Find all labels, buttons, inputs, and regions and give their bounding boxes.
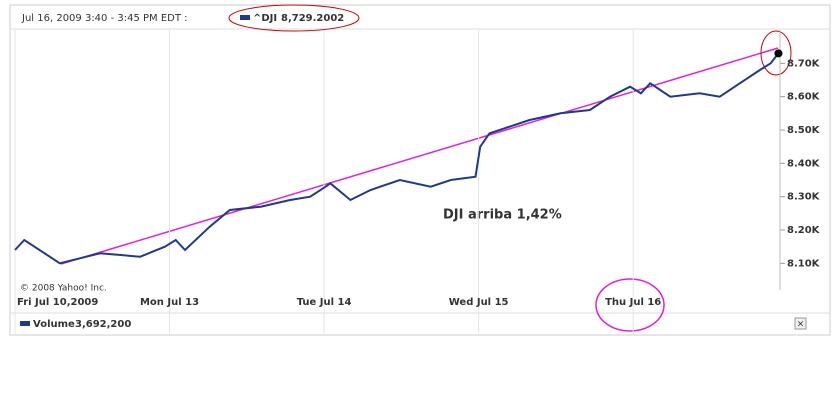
y-tick-label: 8.30K (787, 192, 821, 203)
volume-swatch (20, 321, 30, 326)
legend-name: ^DJI (253, 13, 277, 24)
header-text: Jul 16, 2009 3:40 - 3:45 PM EDT : (21, 13, 188, 24)
legend-value: 8,729.2002 (281, 13, 344, 24)
highlight-ellipse (595, 278, 665, 332)
x-tick-label: Tue Jul 14 (297, 297, 352, 308)
x-tick-label: Thu Jul 16 (605, 297, 661, 308)
y-tick-label: 8.70K (787, 58, 821, 69)
x-tick-label: Fri Jul 10,2009 (17, 297, 98, 308)
y-tick-label: 8.60K (787, 92, 821, 103)
close-icon[interactable]: × (797, 320, 805, 330)
highlight-ellipse (760, 30, 792, 76)
chart-frame (9, 4, 831, 336)
highlight-ellipse (228, 4, 360, 32)
trend-line (60, 47, 779, 265)
legend-swatch (240, 15, 250, 20)
last-point (774, 49, 783, 58)
volume-value: 3,692,200 (75, 319, 131, 330)
copyright: © 2008 Yahoo! Inc. (20, 284, 107, 294)
price-line (14, 52, 780, 265)
y-tick-label: 8.50K (787, 125, 821, 136)
y-tick-label: 8.20K (787, 225, 821, 236)
x-tick-label: Wed Jul 15 (449, 297, 509, 308)
x-tick-label: Mon Jul 13 (140, 297, 199, 308)
y-tick-label: 8.10K (787, 258, 821, 269)
y-tick-label: 8.40K (787, 158, 821, 169)
close-button[interactable] (794, 317, 807, 330)
annotation: DJI arriba 1,42% (443, 208, 562, 223)
volume-name: Volume (33, 319, 75, 330)
